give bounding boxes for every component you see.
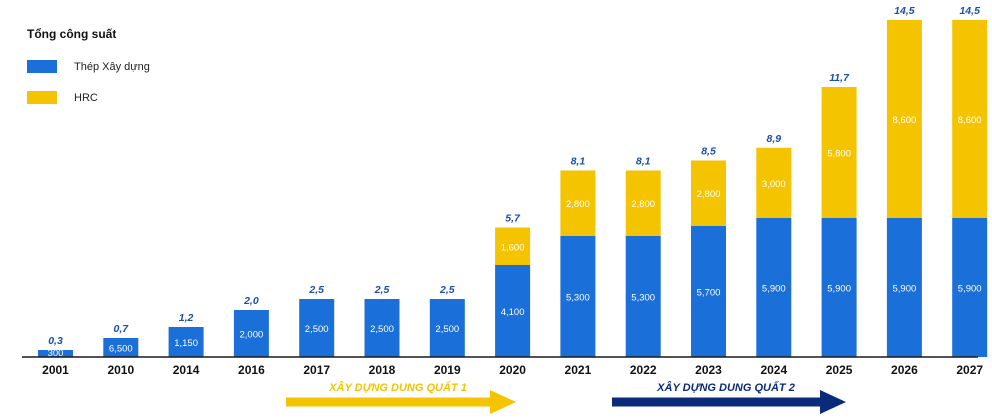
x-tick-2021: 2021 (565, 363, 592, 377)
total-label-2019: 2,5 (439, 284, 455, 296)
legend-swatch-steel (27, 60, 57, 73)
x-tick-2016: 2016 (238, 363, 265, 377)
bar-steel-2001 (38, 350, 73, 357)
bar-label-steel-2020: 4,100 (501, 307, 525, 318)
bar-label-steel-2014: 1,150 (174, 338, 198, 349)
x-tick-2024: 2024 (760, 363, 787, 377)
x-tick-2022: 2022 (630, 363, 657, 377)
bar-hrc-2020 (495, 227, 531, 265)
x-tick-2010: 2010 (107, 363, 134, 377)
bar-hrc-2027 (952, 20, 988, 218)
x-tick-labels: 2001 2010 2014 2016 2017 2018 2019 2020 2021 2022… (42, 363, 983, 377)
x-tick-2025: 2025 (826, 363, 853, 377)
bar-steel-2018 (364, 299, 400, 357)
x-tick-2001: 2001 (42, 363, 69, 377)
bar-label-hrc-2021: 2,800 (566, 199, 590, 210)
bar-label-hrc-2023: 2,800 (697, 189, 721, 200)
bar-steel-2010 (103, 338, 139, 357)
bar-label-steel-2019: 2,500 (435, 324, 459, 335)
bar-label-hrc-2020: 1,600 (501, 242, 525, 253)
x-tick-2020: 2020 (499, 363, 526, 377)
bar-label-hrc-2025: 5,800 (827, 149, 851, 160)
bar-hrc-2023 (691, 160, 726, 226)
total-label-2027: 14,5 (959, 5, 980, 17)
bar-label-steel-2027: 5,900 (958, 284, 982, 295)
bar-label-steel-2016: 2,000 (240, 330, 264, 341)
legend-label-hrc: HRC (74, 91, 98, 104)
legend-label-steel: Thép Xây dựng (74, 60, 150, 73)
total-label-2001: 0,3 (48, 335, 63, 347)
bar-hrc-2025 (821, 87, 857, 218)
bar-steel-2021 (560, 236, 596, 357)
bar-steel-2016 (233, 310, 269, 357)
x-tick-2018: 2018 (369, 363, 396, 377)
x-tick-2027: 2027 (956, 363, 983, 377)
bar-steel-2020 (495, 265, 531, 357)
bar-hrc-2026 (886, 20, 922, 218)
bar-label-steel-2001: 300 (48, 348, 64, 359)
legend-item-steel: Thép Xây dựng (27, 60, 150, 73)
bar-label-hrc-2022: 2,800 (631, 199, 655, 210)
bar-label-steel-2021: 5,300 (566, 293, 590, 304)
total-label-2020: 5,7 (505, 213, 521, 225)
phase-arrows: XÂY DỰNG DUNG QUẤT 1 XÂY DỰNG DUNG QUẤT 2 (286, 381, 846, 414)
bar-label-hrc-2026: 8,600 (893, 115, 917, 126)
total-label-2010: 0,7 (113, 323, 129, 335)
bar-steel-2026 (886, 218, 922, 357)
legend-item-hrc: HRC (27, 91, 98, 104)
bar-hrc-2024 (756, 147, 792, 218)
total-label-2022: 8,1 (636, 155, 651, 167)
total-label-2024: 8,9 (766, 133, 781, 145)
x-tick-2014: 2014 (173, 363, 200, 377)
bar-label-steel-2026: 5,900 (893, 284, 917, 295)
bar-label-hrc-2024: 3,000 (762, 179, 786, 190)
bar-label-steel-2017: 2,500 (305, 324, 329, 335)
bar-steel-2027 (952, 218, 988, 357)
total-label-2017: 2,5 (308, 284, 324, 296)
bar-steel-2025 (821, 218, 857, 357)
phase-label-1: XÂY DỰNG DUNG QUẤT 1 (328, 381, 467, 394)
phase-label-2: XÂY DỰNG DUNG QUẤT 2 (656, 381, 795, 394)
bar-steel-2019 (429, 299, 465, 357)
bar-label-steel-2023: 5,700 (697, 288, 721, 299)
bar-label-hrc-2027: 8,600 (958, 115, 982, 126)
total-label-2026: 14,5 (894, 5, 915, 17)
phase-arrow-2 (612, 390, 846, 414)
total-label-2014: 1,2 (179, 312, 194, 324)
total-label-2025: 11,7 (829, 72, 850, 84)
bar-hrc-2022 (625, 170, 661, 236)
bar-steel-2022 (625, 236, 661, 357)
bar-label-steel-2025: 5,900 (827, 284, 851, 295)
bar-hrc-2021 (560, 170, 596, 236)
bar-label-steel-2024: 5,900 (762, 284, 786, 295)
legend-swatch-hrc (27, 91, 57, 104)
bar-label-steel-2010: 6,500 (109, 344, 133, 355)
x-tick-2026: 2026 (891, 363, 918, 377)
bar-label-steel-2022: 5,300 (631, 293, 655, 304)
x-tick-2017: 2017 (303, 363, 330, 377)
x-tick-2019: 2019 (434, 363, 461, 377)
bar-steel-2014 (168, 327, 204, 357)
total-label-2016: 2,0 (243, 295, 259, 307)
bar-steel-2023 (691, 226, 726, 357)
total-label-2023: 8,5 (701, 145, 716, 157)
bar-steel-2024 (756, 218, 792, 357)
total-label-2018: 2,5 (374, 284, 390, 296)
bar-label-steel-2018: 2,500 (370, 324, 394, 335)
total-label-2021: 8,1 (571, 155, 586, 167)
x-tick-2023: 2023 (695, 363, 722, 377)
phase-arrow-1 (286, 390, 516, 414)
legend-title: Tổng công suất (27, 27, 117, 41)
bar-steel-2017 (299, 299, 335, 357)
